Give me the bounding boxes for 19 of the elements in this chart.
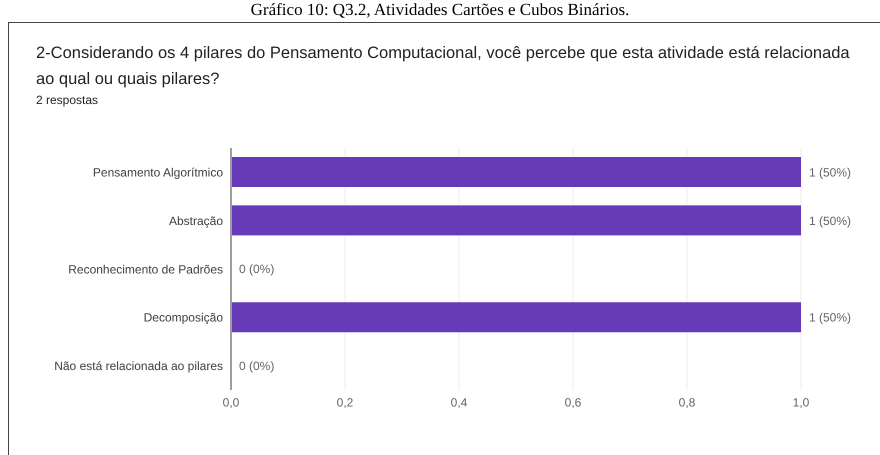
text: 2 respostas [36,93,98,107]
y-tick-label: Decomposição [144,310,224,325]
x-tick-label: 1,0 [792,396,810,410]
data-label: 0 (0%) [239,359,274,373]
chart-title: 2-Considerando os 4 pilares do Pensamento Computacional, você percebe que esta atividade está relacionada ao qual ou quais pilares? [36,43,851,90]
x-tick-label: 0,8 [678,396,696,410]
y-tick-label: Abstração [168,214,224,228]
y-tick-label: Pensamento Algorítmico [92,165,224,180]
data-label: 1 (50%) [809,310,852,325]
y-tick-label: Reconhecimento de Padrões [68,262,223,276]
x-tick-label: 0,2 [336,396,354,410]
data-label: 1 (50%) [809,214,852,228]
x-tick-label: 0,4 [450,396,468,410]
x-tick-label: 0,6 [564,396,582,410]
data-label: 1 (50%) [809,165,852,180]
text: Gráfico 10: Q3.2, Atividades Cartões e Cubos Binários. [250,0,630,20]
x-tick-label: 0,0 [222,396,240,410]
y-tick-label: Não está relacionada ao pilares [54,359,223,374]
data-label: 0 (0%) [239,262,274,276]
